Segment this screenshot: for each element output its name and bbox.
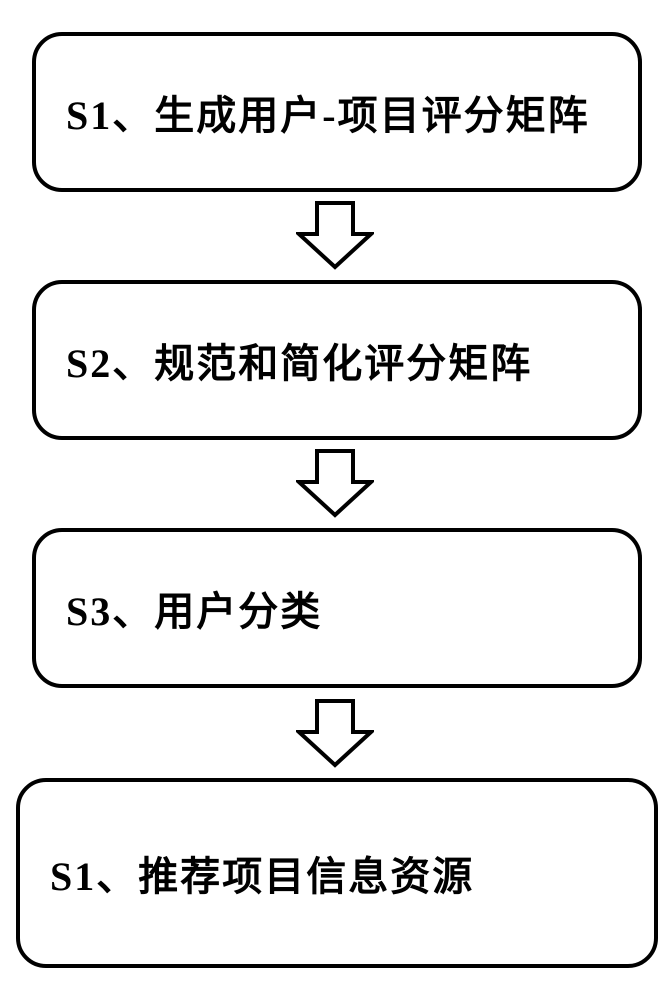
flow-node-label: S3、用户分类 xyxy=(66,579,322,637)
flowchart-canvas: S1、生成用户-项目评分矩阵 S2、规范和简化评分矩阵 S3、用户分类 S1、推荐项目… xyxy=(0,0,670,1000)
flow-arrow-a1 xyxy=(296,200,374,270)
flow-node-label: S1、生成用户-项目评分矩阵 xyxy=(66,83,590,141)
flow-node-s2: S2、规范和简化评分矩阵 xyxy=(32,280,642,440)
flow-node-label: S1、推荐项目信息资源 xyxy=(50,844,474,902)
flow-node-label: S2、规范和简化评分矩阵 xyxy=(66,331,532,389)
flow-arrow-a3 xyxy=(296,698,374,768)
flow-node-s3: S3、用户分类 xyxy=(32,528,642,688)
flow-arrow-a2 xyxy=(296,448,374,518)
flow-node-s1: S1、生成用户-项目评分矩阵 xyxy=(32,32,642,192)
flow-node-s4: S1、推荐项目信息资源 xyxy=(16,778,658,968)
